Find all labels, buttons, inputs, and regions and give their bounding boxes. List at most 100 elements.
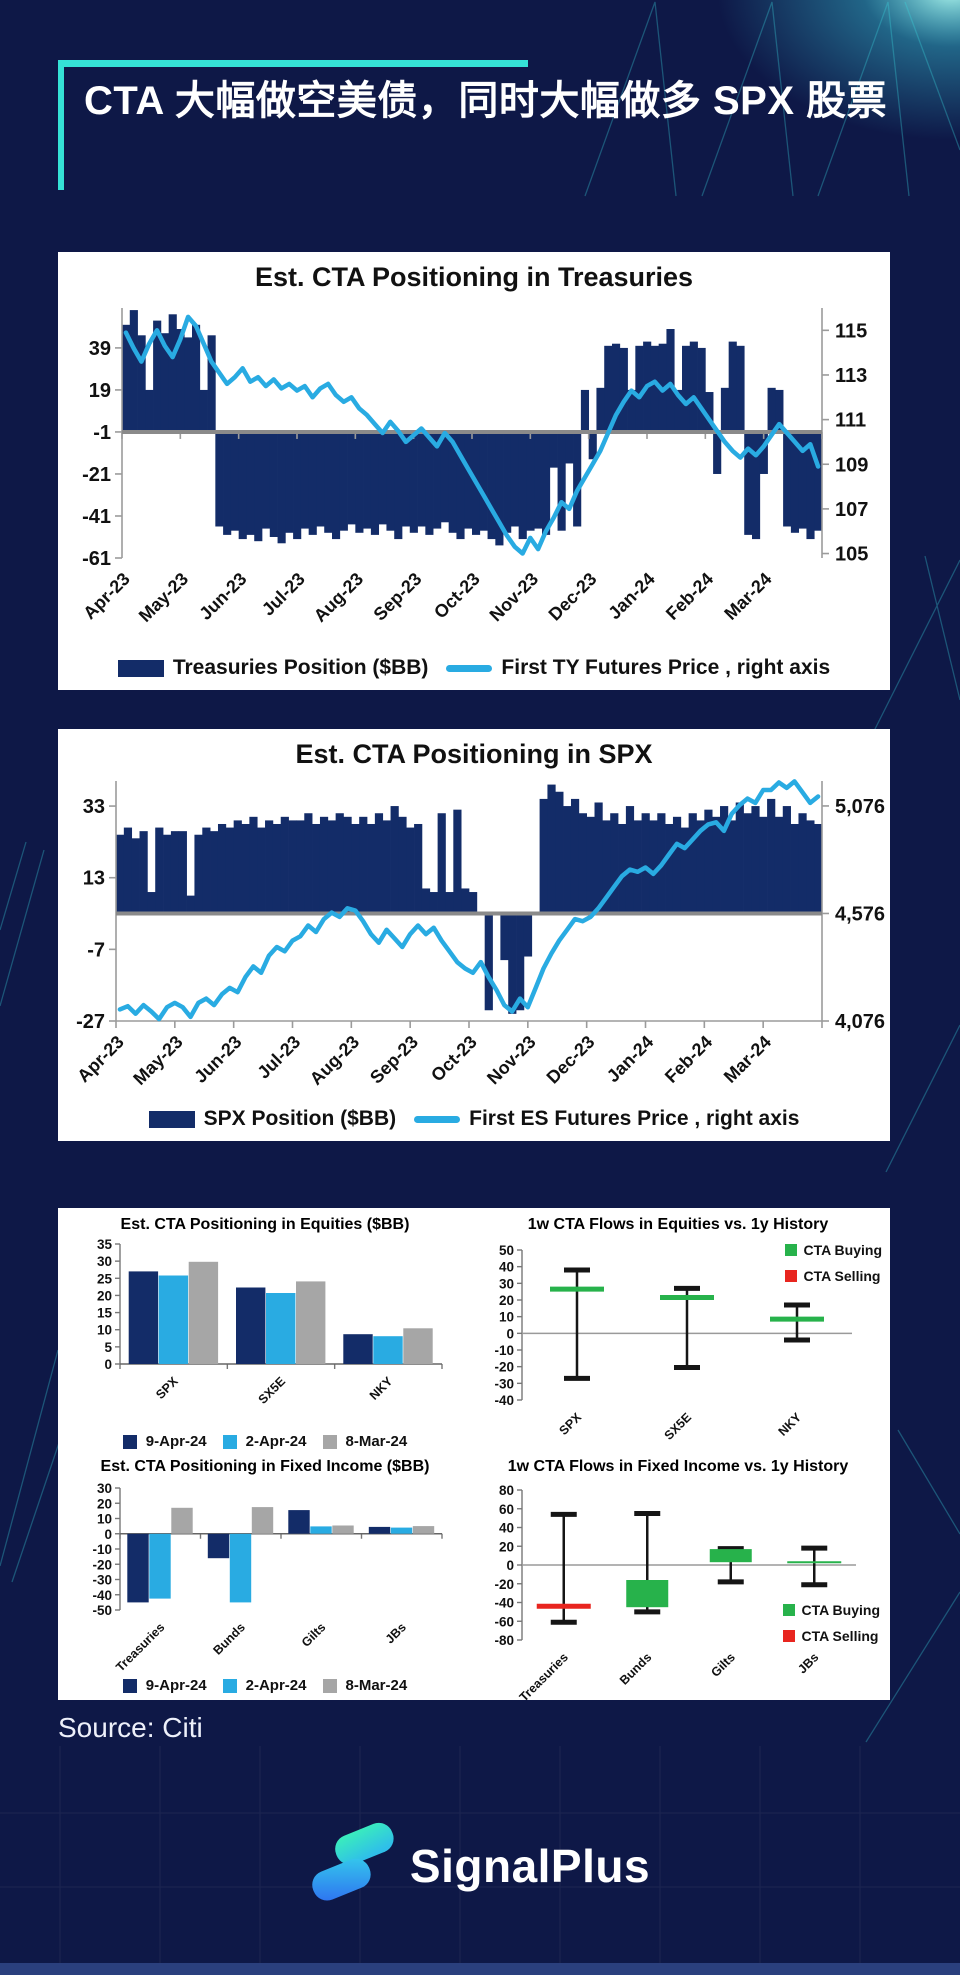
svg-text:5,076: 5,076 xyxy=(835,796,885,818)
treasuries-chart-card: Est. CTA Positioning in Treasuries 39 19 -… xyxy=(58,252,890,690)
svg-text:Jul-23: Jul-23 xyxy=(253,1032,304,1083)
svg-text:25: 25 xyxy=(97,1271,113,1286)
fixedincome-positioning-legend: 9-Apr-24 2-Apr-24 8-Mar-24 xyxy=(62,1677,468,1694)
fixedincome-flows-chart: 1w CTA Flows in Fixed Income vs. 1y Hist… xyxy=(470,1454,886,1704)
svg-text:111: 111 xyxy=(835,410,866,432)
svg-text:JBs: JBs xyxy=(795,1650,821,1676)
svg-text:30: 30 xyxy=(97,1254,112,1269)
futures-price-line xyxy=(123,314,821,556)
svg-text:0: 0 xyxy=(506,1558,514,1573)
spx-chart-legend: SPX Position ($BB) First ES Futures Price… xyxy=(58,1107,890,1131)
equities-positioning-plot: 35 30 25 20 15 10 5 0 SPX SX5E NKY xyxy=(97,1237,443,1407)
svg-text:Jan-24: Jan-24 xyxy=(604,569,658,623)
svg-text:4,576: 4,576 xyxy=(835,903,885,925)
svg-text:May-23: May-23 xyxy=(129,1032,186,1089)
svg-text:NKY: NKY xyxy=(776,1410,805,1439)
legend-item: 8-Mar-24 xyxy=(322,1677,407,1694)
legend-item: 9-Apr-24 xyxy=(122,1433,207,1450)
square-swatch-icon xyxy=(122,1434,137,1449)
svg-text:-60: -60 xyxy=(494,1614,514,1629)
svg-text:40: 40 xyxy=(499,1260,514,1275)
svg-text:-40: -40 xyxy=(494,1596,514,1611)
small-charts-card: Est. CTA Positioning in Equities ($BB) 3… xyxy=(58,1208,890,1704)
svg-text:Jun-23: Jun-23 xyxy=(195,569,250,624)
svg-text:40: 40 xyxy=(499,1521,514,1536)
svg-text:10: 10 xyxy=(97,1323,112,1338)
svg-text:-20: -20 xyxy=(494,1360,514,1375)
fixedincome-positioning-title: Est. CTA Positioning in Fixed Income ($B… xyxy=(100,1458,430,1475)
svg-text:35: 35 xyxy=(97,1237,113,1252)
svg-text:80: 80 xyxy=(499,1483,514,1498)
svg-text:-20: -20 xyxy=(494,1577,514,1592)
square-swatch-icon xyxy=(785,1270,798,1282)
position-bars xyxy=(122,310,823,546)
legend-item: 8-Mar-24 xyxy=(322,1433,407,1450)
svg-text:-1: -1 xyxy=(93,422,111,444)
bottom-strip-decor xyxy=(0,1963,960,1975)
legend-item: CTA Selling xyxy=(785,1268,882,1284)
svg-text:-30: -30 xyxy=(92,1573,112,1588)
svg-text:Gilts: Gilts xyxy=(708,1650,738,1680)
flow-box xyxy=(626,1580,669,1608)
square-swatch-icon xyxy=(322,1434,337,1449)
legend-item: CTA Buying xyxy=(785,1242,882,1258)
svg-text:SX5E: SX5E xyxy=(256,1374,289,1407)
equities-flows-title: 1w CTA Flows in Equities vs. 1y History xyxy=(527,1216,829,1233)
svg-text:20: 20 xyxy=(499,1539,514,1554)
legend-item: 2-Apr-24 xyxy=(222,1677,307,1694)
treasuries-chart-title: Est. CTA Positioning in Treasuries xyxy=(254,262,694,292)
svg-text:20: 20 xyxy=(97,1288,112,1303)
square-swatch-icon xyxy=(785,1244,798,1256)
svg-text:105: 105 xyxy=(835,544,868,566)
svg-text:May-23: May-23 xyxy=(135,569,192,626)
title-accent-line xyxy=(58,60,528,67)
fixedincome-flows-legend: CTA Buying CTA Selling xyxy=(783,1602,880,1644)
flow-box xyxy=(709,1549,752,1563)
legend-item: First TY Futures Price , right axis xyxy=(446,656,830,680)
signalplus-logo: SignalPlus xyxy=(310,1822,650,1910)
svg-text:Feb-24: Feb-24 xyxy=(661,1032,716,1087)
svg-text:30: 30 xyxy=(97,1481,112,1496)
svg-text:Aug-23: Aug-23 xyxy=(306,1032,363,1089)
fixedincome-flows-title: 1w CTA Flows in Fixed Income vs. 1y Hist… xyxy=(507,1458,849,1475)
svg-text:10: 10 xyxy=(97,1512,112,1527)
futures-price-line xyxy=(117,779,821,1022)
svg-text:Bunds: Bunds xyxy=(210,1620,247,1657)
svg-text:Oct-23: Oct-23 xyxy=(430,569,484,623)
svg-text:SX5E: SX5E xyxy=(662,1410,695,1443)
svg-text:13: 13 xyxy=(83,868,105,890)
svg-text:-41: -41 xyxy=(82,506,111,528)
svg-text:Jul-23: Jul-23 xyxy=(258,569,309,620)
treasuries-chart-legend: Treasuries Position ($BB) First TY Future… xyxy=(58,656,890,680)
legend-item: SPX Position ($BB) xyxy=(148,1107,397,1131)
svg-text:0: 0 xyxy=(506,1326,514,1341)
position-bars xyxy=(116,784,823,1014)
svg-text:4,076: 4,076 xyxy=(835,1011,885,1033)
svg-text:107: 107 xyxy=(835,499,868,521)
legend-label: CTA Buying xyxy=(801,1602,880,1618)
signalplus-logo-icon xyxy=(312,1822,394,1901)
svg-text:Jun-23: Jun-23 xyxy=(190,1032,245,1087)
svg-text:-27: -27 xyxy=(76,1011,105,1033)
svg-text:-40: -40 xyxy=(92,1588,112,1603)
svg-text:-21: -21 xyxy=(82,464,111,486)
svg-text:50: 50 xyxy=(499,1243,514,1258)
square-swatch-icon xyxy=(222,1434,237,1449)
equities-positioning-title: Est. CTA Positioning in Equities ($BB) xyxy=(120,1216,410,1233)
svg-text:15: 15 xyxy=(97,1306,113,1321)
svg-text:Oct-23: Oct-23 xyxy=(427,1032,481,1086)
spx-chart-card: Est. CTA Positioning in SPX 33 13 -7 -27 5,0… xyxy=(58,729,890,1141)
square-swatch-icon xyxy=(783,1630,796,1642)
svg-text:-80: -80 xyxy=(494,1633,514,1648)
square-swatch-icon xyxy=(783,1604,796,1616)
svg-text:Nov-23: Nov-23 xyxy=(483,1032,540,1089)
svg-text:Treasuries: Treasuries xyxy=(517,1650,571,1704)
legend-label: SPX Position ($BB) xyxy=(203,1107,397,1130)
svg-text:Sep-23: Sep-23 xyxy=(366,1032,422,1088)
svg-text:Dec-23: Dec-23 xyxy=(545,569,601,625)
axes xyxy=(109,781,829,1028)
svg-text:-61: -61 xyxy=(82,548,111,570)
